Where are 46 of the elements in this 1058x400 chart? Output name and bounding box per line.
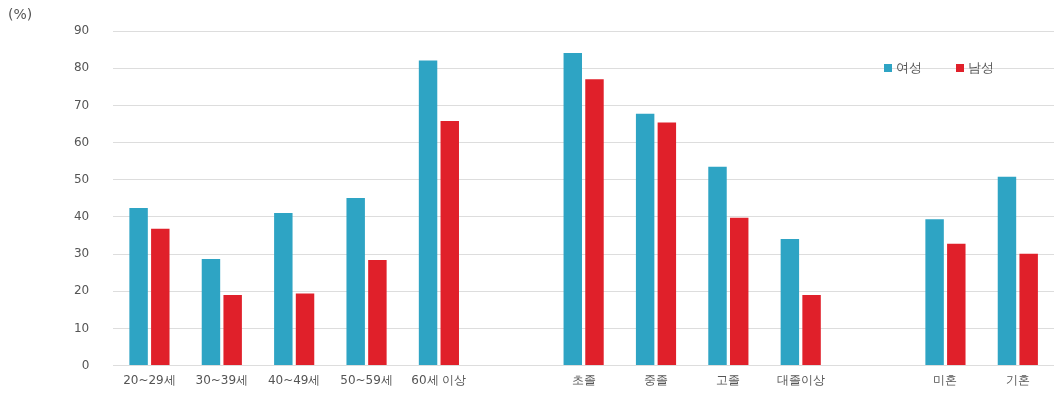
bar [585,79,604,366]
bar [129,208,148,366]
x-tick-label: 대졸이상 [776,372,825,387]
bar [418,60,438,366]
x-tick-label: 30~39세 [195,372,249,387]
x-tick-label: 고졸 [716,372,741,387]
legend-label: 여성 [896,59,922,78]
bar [151,228,170,366]
bar [223,295,242,366]
y-tick-label: 50 [73,171,90,186]
x-tick-label: 초졸 [571,372,596,387]
text: (%) [8,6,33,22]
x-tick-label: 40~49세 [267,372,321,387]
bar [440,121,459,366]
bar [635,113,655,366]
bar [997,176,1017,366]
bar [368,260,387,366]
y-tick-label: 80 [73,60,90,75]
y-tick-label: 40 [73,209,90,224]
bar [925,219,944,366]
y-tick-label: 60 [73,134,90,149]
bar [729,217,749,366]
y-tick-label: 30 [73,246,90,261]
bar [563,53,583,366]
y-tick-label: 0 [81,357,90,372]
bar [657,122,677,366]
bar [346,198,365,366]
x-tick-label: 20~29세 [123,372,176,387]
y-tick-label: 10 [73,320,90,335]
bar [201,258,221,366]
bar [274,212,293,366]
y-tick-label: 20 [73,283,90,298]
x-tick-label: 60세 이상 [411,372,467,387]
x-tick-label: 50~59세 [340,372,393,387]
x-tick-label: 중졸 [644,372,668,387]
x-tick-label: 미혼 [933,372,958,387]
bar [947,243,966,366]
bar [708,166,727,366]
bar [780,238,800,366]
bar [1019,253,1038,366]
y-tick-label: 90 [73,23,90,38]
x-tick-label: 기혼 [1005,372,1030,387]
bar [295,293,315,366]
y-tick-label: 70 [73,97,90,112]
bar [802,295,821,366]
legend-label: 남성 [968,59,994,78]
